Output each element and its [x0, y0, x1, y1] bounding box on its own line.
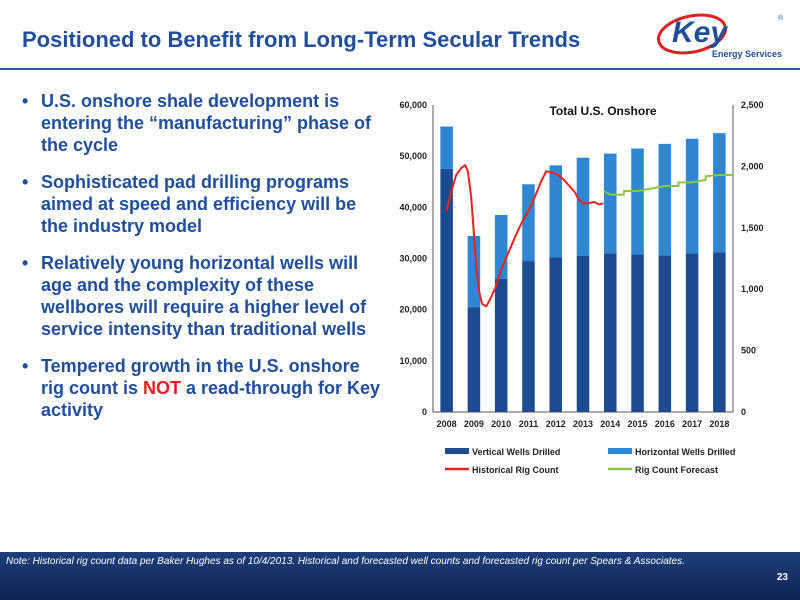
x-tick-label: 2011	[519, 419, 539, 429]
x-tick-label: 2009	[464, 419, 484, 429]
vertical-wells-bar	[713, 252, 726, 412]
vertical-wells-bar	[522, 261, 535, 412]
bullet-marker: •	[22, 253, 29, 273]
legend-historical-rig-count-label: Historical Rig Count	[472, 465, 559, 475]
vertical-wells-bar	[440, 168, 453, 412]
page-number: 23	[776, 572, 788, 583]
y-right-tick-label: 0	[741, 407, 746, 417]
legend-vertical-wells-label: Vertical Wells Drilled	[472, 447, 560, 457]
vertical-wells-bar	[467, 307, 481, 412]
vertical-wells-bar	[685, 253, 699, 412]
y-left-tick-label: 40,000	[399, 202, 427, 212]
horizontal-wells-bar	[467, 235, 481, 308]
bullet-text-part: Tempered growth in the U.S. onshore rig …	[41, 356, 360, 398]
y-right-tick-label: 2,000	[741, 161, 764, 171]
y-right-tick-label: 1,500	[741, 223, 764, 233]
footer-bar: Note: Historical rig count data per Bake…	[0, 552, 800, 600]
x-tick-label: 2014	[600, 419, 620, 429]
chart-title: Total U.S. Onshore	[549, 104, 656, 118]
y-left-tick-label: 0	[422, 407, 427, 417]
onshore-wells-chart: 0 10,000 20,000 30,000 40,000 50,000 60,000 0 50…	[399, 100, 764, 475]
y-right-tick-label: 2,500	[741, 100, 764, 110]
vertical-wells-bar	[549, 257, 562, 412]
rig-count-forecast-line	[603, 174, 733, 196]
historical-rig-count-line	[445, 164, 604, 308]
horizontal-wells-bar	[658, 143, 672, 256]
x-tick-label: 2015	[628, 419, 648, 429]
y-right-tick-label: 500	[741, 346, 756, 356]
x-tick-label: 2012	[546, 419, 566, 429]
bullet-marker: •	[22, 172, 29, 192]
footnote: Note: Historical rig count data per Bake…	[6, 556, 685, 567]
y-left-tick-label: 30,000	[399, 254, 427, 264]
legend-vertical-wells-swatch	[445, 448, 469, 454]
logo-wordmark: Key	[672, 16, 728, 49]
slide-title: Positioned to Benefit from Long-Term Sec…	[22, 27, 581, 52]
vertical-wells-bar	[604, 253, 617, 412]
horizontal-wells-bar	[440, 126, 453, 169]
horizontal-wells-bar	[576, 157, 590, 256]
bullet-item: • Relatively young horizontal wells will…	[22, 252, 382, 340]
bullet-item: • U.S. onshore shale development is ente…	[22, 90, 382, 156]
key-logo: Key ® Energy Services	[657, 13, 784, 59]
bullet-item: • Tempered growth in the U.S. onshore ri…	[22, 355, 382, 421]
y-left-tick-label: 20,000	[399, 305, 427, 315]
bullet-item: • Sophisticated pad drilling programs ai…	[22, 171, 382, 237]
bullet-text: U.S. onshore shale development is enteri…	[41, 91, 372, 155]
bullet-text: Sophisticated pad drilling programs aime…	[41, 172, 357, 236]
bullet-text: Relatively young horizontal wells will a…	[41, 253, 367, 339]
x-tick-label: 2017	[682, 419, 702, 429]
horizontal-wells-bar	[685, 138, 699, 254]
y-left-tick-label: 10,000	[399, 356, 427, 366]
x-tick-label: 2013	[573, 419, 593, 429]
y-left-tick-label: 60,000	[399, 100, 427, 110]
vertical-wells-bar	[576, 255, 590, 412]
horizontal-wells-bar	[631, 148, 644, 255]
horizontal-wells-bar	[713, 133, 726, 253]
x-tick-label: 2018	[709, 419, 729, 429]
bullet-emphasis: NOT	[143, 378, 182, 398]
bullet-text-part: a read-through for Key activity	[41, 378, 381, 420]
y-left-tick-label: 50,000	[399, 151, 427, 161]
horizontal-wells-bar	[549, 165, 562, 258]
legend-horizontal-wells-label: Horizontal Wells Drilled	[635, 447, 735, 457]
logo-swoosh	[657, 13, 727, 55]
x-tick-label: 2016	[655, 419, 675, 429]
vertical-wells-bar	[658, 255, 672, 412]
logo-registered-mark: ®	[778, 14, 784, 22]
legend-horizontal-wells-swatch	[608, 448, 632, 454]
legend-rig-count-forecast-label: Rig Count Forecast	[635, 465, 718, 475]
logo-subtext: Energy Services	[712, 49, 782, 59]
vertical-wells-bar	[631, 254, 644, 412]
title-divider	[0, 68, 800, 70]
horizontal-wells-bar	[522, 184, 535, 262]
vertical-wells-bar	[494, 278, 508, 412]
y-right-tick-label: 1,000	[741, 284, 764, 294]
bullet-marker: •	[22, 91, 29, 111]
horizontal-wells-bar	[604, 153, 617, 254]
bullet-marker: •	[22, 356, 29, 376]
x-tick-label: 2010	[491, 419, 511, 429]
bullet-list: • U.S. onshore shale development is ente…	[22, 90, 382, 436]
x-tick-label: 2008	[437, 419, 457, 429]
